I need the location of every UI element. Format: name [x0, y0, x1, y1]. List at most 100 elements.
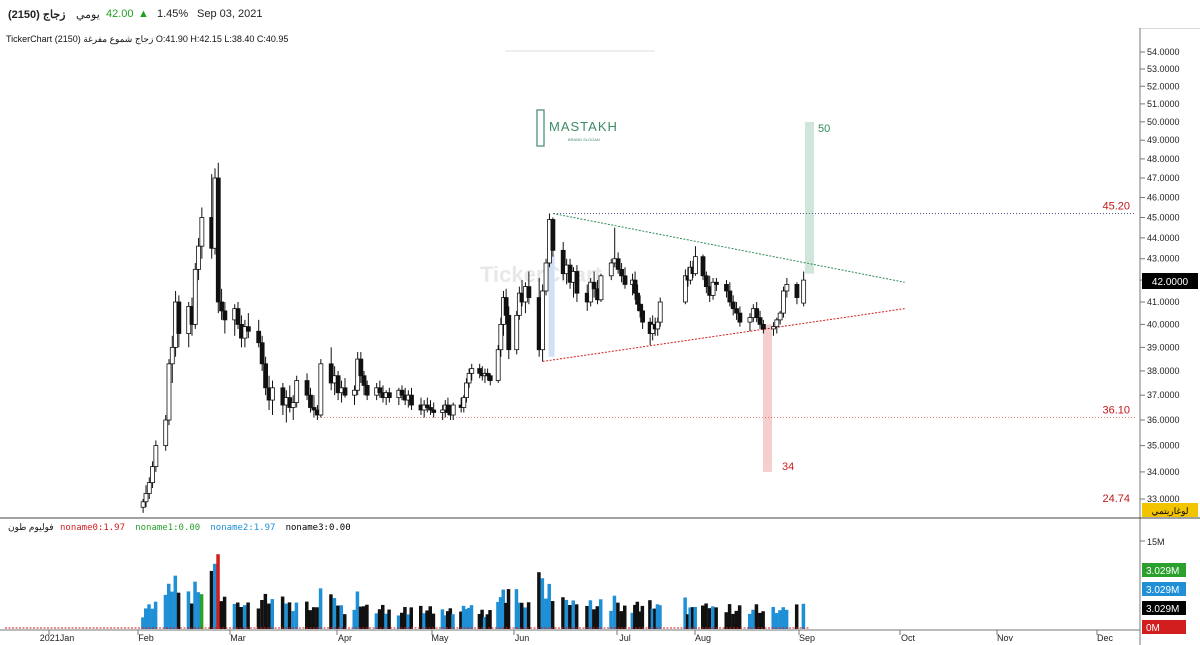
target-bar — [763, 324, 772, 472]
candle-body-down — [727, 290, 733, 303]
candle-body-up — [270, 387, 275, 401]
candle-body-up — [771, 326, 776, 330]
volume-bar — [213, 563, 217, 629]
log-scale-label[interactable]: لوغاريتمي — [1151, 506, 1188, 517]
candle-body-down — [485, 372, 491, 377]
candle-body-up — [166, 363, 172, 421]
candle-body-up — [588, 281, 594, 303]
candle-body-down — [215, 177, 221, 303]
candle — [428, 400, 433, 415]
candle-body-down — [757, 317, 763, 325]
price-tick-label: 52.0000 — [1147, 81, 1180, 91]
candle — [574, 265, 580, 302]
volume-bar — [318, 588, 323, 629]
volume-bar — [496, 601, 500, 629]
candle-body-up — [143, 493, 149, 503]
candle — [153, 440, 159, 472]
candle — [655, 317, 661, 336]
volume-bar — [517, 602, 521, 629]
volume-bar — [270, 599, 275, 629]
log-scale-toggle[interactable]: لوغاريتمي — [1142, 503, 1198, 517]
candle-body-up — [682, 275, 688, 303]
candle — [637, 295, 643, 318]
candle — [464, 378, 469, 403]
candle-body-up — [516, 292, 522, 316]
candle-body-down — [176, 301, 182, 334]
volume-bar — [332, 598, 337, 629]
candle — [682, 269, 688, 305]
volume-bar — [196, 592, 201, 629]
candle-body-down — [364, 384, 370, 396]
volume-bar — [761, 611, 765, 629]
candle — [608, 258, 614, 281]
candle — [399, 385, 405, 401]
price-tick-label: 39.0000 — [1147, 342, 1180, 352]
candle-body-down — [574, 271, 580, 294]
period-label[interactable]: يومي — [76, 9, 100, 21]
candle — [150, 461, 155, 489]
candle — [364, 380, 370, 401]
candle-body-down — [714, 281, 719, 285]
candle — [377, 380, 383, 398]
candle — [450, 402, 456, 421]
candle-body-down — [280, 387, 286, 406]
candle-body-up — [514, 314, 520, 351]
time-tick-label: Nov — [997, 633, 1014, 643]
volume-bar — [547, 583, 551, 629]
candle — [466, 368, 472, 388]
candle-body-down — [477, 368, 483, 374]
volume-bar — [256, 608, 261, 629]
volume-bar — [467, 607, 471, 629]
volume-bar — [352, 609, 356, 629]
watermark: TickerChart — [480, 262, 603, 287]
candle-body-down — [754, 308, 760, 319]
volume-bar — [443, 615, 447, 629]
volume-bar — [236, 602, 240, 629]
stock-chart[interactable]: TickerChart زجاج شموع مفرغة (2150) O:41.… — [0, 28, 1200, 645]
candle-body-down — [311, 407, 317, 411]
candle — [222, 301, 228, 334]
candle-body-down — [703, 275, 709, 288]
candle-body-up — [146, 482, 152, 494]
candle-body-down — [263, 363, 269, 389]
volume-bar — [294, 602, 299, 629]
candle — [560, 242, 566, 281]
volume-bar — [246, 602, 250, 629]
candle-body-down — [637, 303, 643, 312]
candle — [219, 288, 224, 320]
volume-bar — [630, 612, 635, 629]
candle-body-up — [290, 402, 296, 408]
time-tick-label: Mar — [230, 633, 246, 643]
candle-body-up — [461, 397, 467, 408]
volume-bar — [734, 610, 739, 629]
candle-body-down — [308, 394, 313, 408]
price-tick-label: 44.0000 — [1147, 233, 1180, 243]
time-tick-label: Jul — [619, 633, 631, 643]
candle — [199, 207, 205, 259]
candle-body-down — [700, 256, 706, 277]
candle — [598, 273, 604, 302]
volume-bar — [655, 604, 660, 629]
up-arrow-icon: ▲ — [138, 8, 149, 20]
candle — [176, 295, 182, 348]
candle — [308, 387, 313, 413]
volume-badge-label: 3.029M — [1146, 566, 1179, 577]
candle — [169, 335, 175, 383]
volume-bar — [209, 570, 214, 629]
candle — [760, 319, 766, 334]
candle-body-down — [335, 375, 341, 394]
volume-bar — [544, 598, 548, 629]
candle-body-down — [377, 387, 383, 394]
symbol-name[interactable]: زجاج (2150) — [8, 9, 66, 21]
volume-bar — [242, 605, 247, 629]
candle-body-down — [361, 375, 367, 386]
candle — [615, 252, 621, 274]
candle-body-up — [140, 501, 146, 508]
price-tick-label: 54.0000 — [1147, 47, 1180, 57]
quote-date: Sep 03, 2021 — [197, 8, 263, 20]
volume-bar — [638, 611, 642, 629]
candle-body-up — [466, 372, 472, 384]
candle — [280, 382, 286, 415]
volume-legend-item: noname3:0.00 — [286, 523, 351, 533]
candle — [632, 271, 638, 300]
